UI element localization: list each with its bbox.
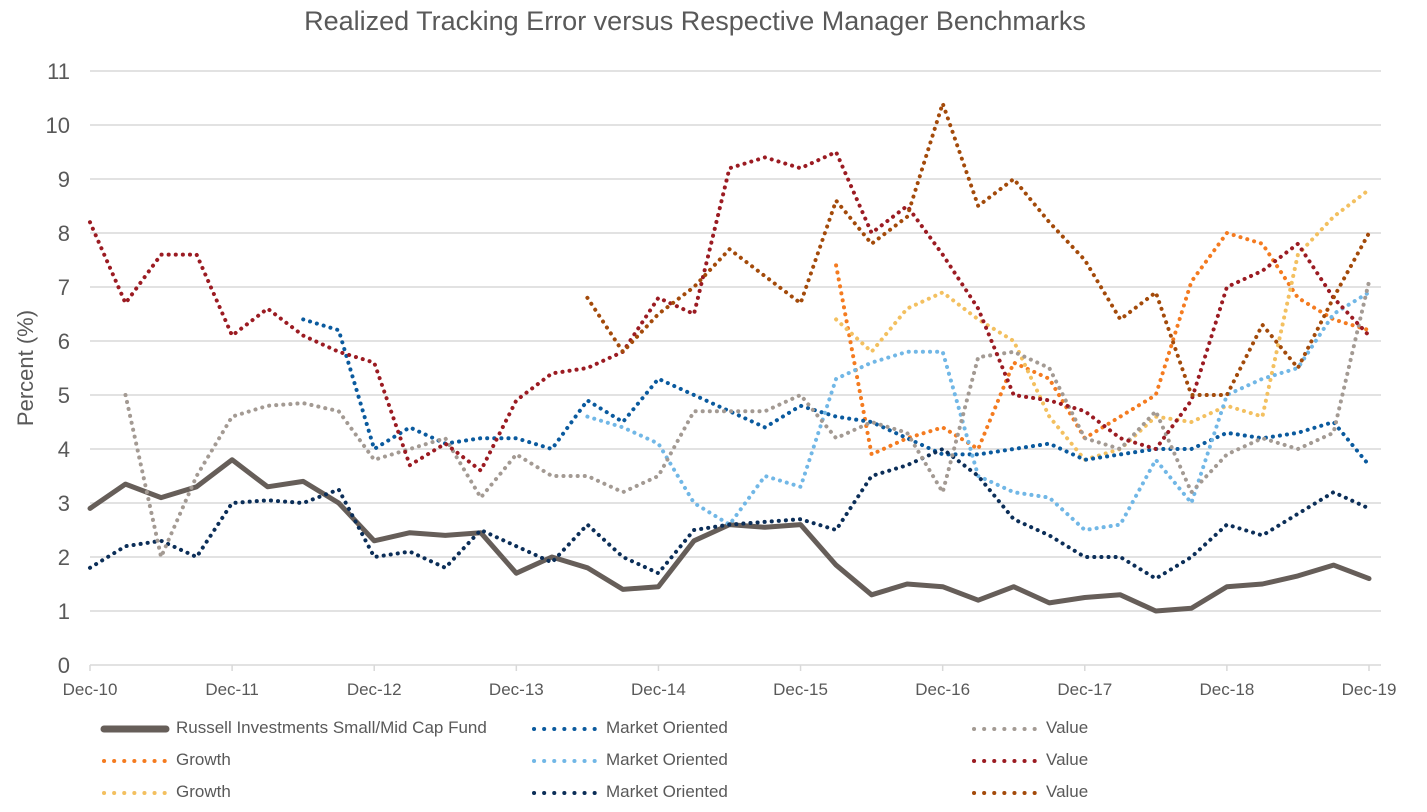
series-5-market-oriented: [88, 447, 1371, 581]
legend-label: Growth: [176, 782, 231, 801]
series-line: [88, 150, 1371, 473]
x-tick-label: Dec-15: [773, 680, 828, 699]
x-axis-ticks: Dec-10 Dec-11 Dec-12 Dec-13 Dec-14 Dec-15 Dec-…: [63, 665, 1397, 699]
legend-item: Value: [970, 778, 1088, 806]
y-axis-ticks: 0 1 2 3 4 5 6 7 8 9 10 11: [46, 59, 70, 678]
legend-swatch: [532, 791, 598, 795]
y-tick-label: 2: [58, 545, 70, 570]
series-line: [123, 279, 1371, 559]
legend-swatch: [972, 759, 1038, 763]
y-tick-label: 3: [58, 491, 70, 516]
series-0-russell-investments-small-mid-cap-fund: [87, 457, 1372, 614]
legend-label: Market Oriented: [606, 750, 728, 769]
series-1-growth: [834, 231, 1371, 457]
series-6-value: [123, 279, 1371, 559]
legend-swatch: [532, 759, 598, 763]
legend-item: Market Oriented: [530, 746, 728, 774]
x-tick-label: Dec-10: [63, 680, 118, 699]
legend-label: Growth: [176, 750, 231, 769]
series-8-value: [585, 101, 1371, 397]
legend-swatch: [972, 791, 1038, 795]
legend-label: Russell Investments Small/Mid Cap Fund: [176, 718, 487, 737]
series-2-growth: [834, 187, 1371, 462]
legend-label: Market Oriented: [606, 782, 728, 801]
legend-label: Value: [1046, 750, 1089, 769]
legend-label: Value: [1046, 718, 1089, 737]
x-tick-label: Dec-13: [489, 680, 544, 699]
x-tick-label: Dec-19: [1342, 680, 1397, 699]
legend-swatch: [102, 791, 168, 795]
legend-swatch: [532, 727, 598, 731]
y-tick-label: 6: [58, 329, 70, 354]
chart-title: Realized Tracking Error versus Respectiv…: [304, 6, 1086, 36]
legend-swatch: [972, 727, 1038, 731]
x-tick-label: Dec-16: [915, 680, 970, 699]
x-tick-label: Dec-11: [205, 680, 259, 699]
legend-swatch: [102, 759, 168, 763]
legend-item: Market Oriented: [530, 714, 728, 742]
y-tick-label: 5: [58, 383, 70, 408]
legend-item: Russell Investments Small/Mid Cap Fund: [100, 714, 487, 742]
series-line: [834, 187, 1371, 462]
y-tick-label: 4: [58, 437, 70, 462]
series-7-value: [88, 150, 1371, 473]
y-tick-label: 8: [58, 221, 70, 246]
legend-item: Value: [970, 714, 1088, 742]
series-lines: [87, 101, 1372, 614]
y-axis-label: Percent (%): [13, 310, 38, 426]
y-tick-label: 10: [46, 113, 70, 138]
legend-swatch: [100, 725, 170, 733]
x-tick-label: Dec-14: [631, 680, 686, 699]
series-line: [834, 231, 1371, 457]
series-line: [87, 457, 1372, 614]
legend-item: Growth: [100, 778, 231, 806]
gridlines: [90, 70, 1381, 666]
x-tick-label: Dec-12: [347, 680, 402, 699]
series-line: [585, 101, 1371, 397]
legend-item: Growth: [100, 746, 231, 774]
y-tick-label: 11: [47, 59, 70, 84]
series-line: [88, 447, 1371, 581]
legend: Russell Investments Small/Mid Cap Fund Gr…: [100, 714, 1300, 810]
x-tick-label: Dec-18: [1199, 680, 1254, 699]
legend-item: Value: [970, 746, 1088, 774]
y-tick-label: 0: [58, 653, 70, 678]
y-tick-label: 9: [58, 167, 70, 192]
legend-item: Market Oriented: [530, 778, 728, 806]
legend-label: Market Oriented: [606, 718, 728, 737]
x-tick-label: Dec-17: [1057, 680, 1112, 699]
y-tick-label: 7: [58, 275, 70, 300]
legend-label: Value: [1046, 782, 1089, 801]
y-tick-label: 1: [58, 599, 70, 624]
